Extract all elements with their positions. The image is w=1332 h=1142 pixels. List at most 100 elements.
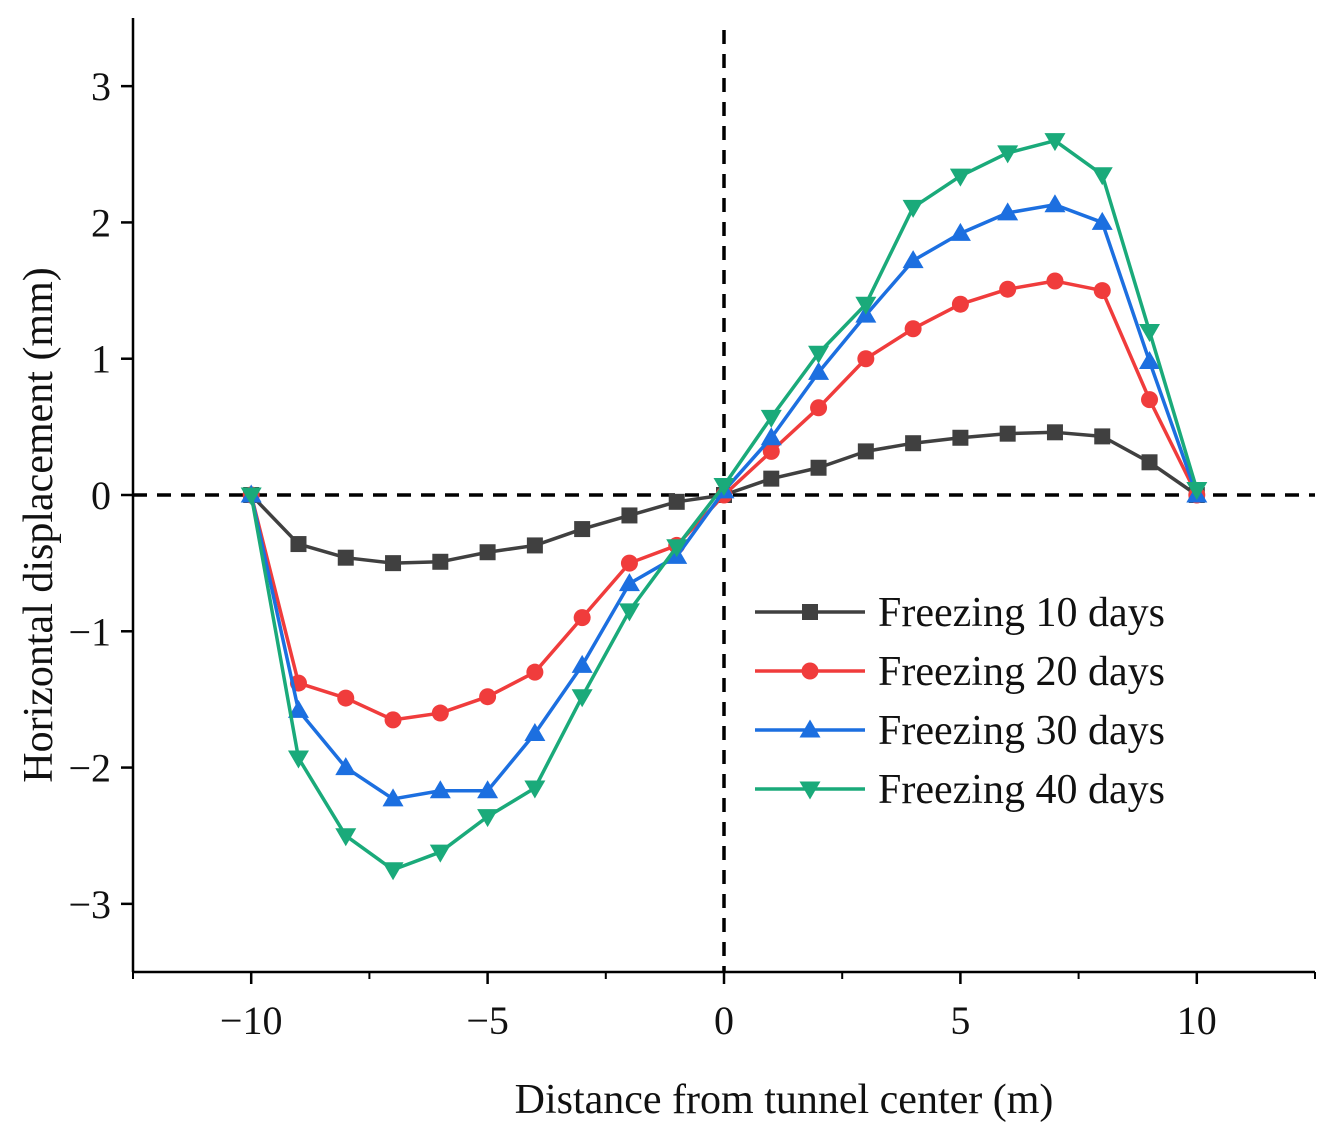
legend-swatch-marker (799, 781, 821, 800)
data-point (1141, 391, 1159, 409)
y-tick-label: −3 (68, 882, 111, 927)
data-point (287, 699, 309, 718)
data-point (618, 573, 640, 592)
x-tick-label: 10 (1177, 998, 1217, 1043)
y-tick-label: 3 (91, 64, 111, 109)
series-group (240, 133, 1208, 881)
data-point (1091, 211, 1113, 230)
data-point (763, 470, 780, 487)
data-point (905, 435, 922, 452)
data-point (762, 442, 780, 460)
data-point (999, 280, 1017, 298)
data-point (526, 663, 544, 681)
data-point (1141, 454, 1158, 471)
y-tick-label: −1 (68, 609, 111, 654)
data-point (431, 704, 449, 722)
legend-swatch-marker (801, 662, 819, 680)
axis-labels: Distance from tunnel center (m) Horizont… (16, 267, 1053, 1123)
legend-item: Freezing 10 days (755, 590, 1165, 636)
data-point (760, 427, 782, 446)
data-point (571, 654, 593, 673)
data-point (524, 723, 546, 741)
data-point (1046, 424, 1063, 441)
data-point (429, 844, 451, 863)
y-tick-label: 0 (91, 473, 111, 518)
legend-label: Freezing 40 days (878, 767, 1165, 813)
data-point (1139, 323, 1161, 342)
reference-lines (133, 30, 1315, 972)
data-point (951, 295, 969, 313)
x-tick-label: −10 (220, 998, 283, 1043)
data-point (1044, 194, 1066, 213)
data-point (240, 487, 262, 506)
legend-swatch-marker (802, 604, 818, 620)
data-point (385, 555, 402, 572)
data-point (810, 399, 828, 417)
data-point (902, 250, 924, 269)
data-point (810, 459, 827, 476)
data-point (571, 689, 593, 708)
data-point (997, 202, 1019, 221)
legend-item: Freezing 20 days (755, 649, 1165, 695)
data-point (384, 711, 402, 729)
y-tick-label: 2 (91, 200, 111, 245)
data-point (620, 554, 638, 572)
data-point (1091, 167, 1113, 186)
data-point (382, 788, 404, 807)
data-point (477, 780, 499, 799)
legend: Freezing 10 days Freezing 20 days Freezing… (755, 590, 1165, 813)
data-point (337, 689, 355, 707)
legend-item: Freezing 30 days (755, 708, 1165, 754)
x-tick-label: 5 (950, 998, 970, 1043)
x-tick-label: −5 (466, 998, 509, 1043)
data-point (857, 350, 875, 368)
data-point (949, 168, 971, 187)
y-tick-label: −2 (68, 746, 111, 791)
data-point (1094, 428, 1111, 445)
data-point (666, 539, 688, 558)
data-point (526, 537, 543, 554)
data-point (477, 809, 499, 828)
data-point (524, 780, 546, 799)
series-4 (240, 133, 1208, 881)
data-point (855, 296, 877, 315)
data-point (618, 603, 640, 622)
data-point (808, 345, 830, 364)
data-point (479, 688, 497, 706)
legend-label: Freezing 20 days (878, 649, 1165, 695)
data-point (1186, 482, 1208, 501)
data-point (621, 507, 638, 524)
data-point (382, 862, 404, 881)
data-point (432, 553, 449, 570)
y-tick-label: 1 (91, 337, 111, 382)
data-point (429, 780, 451, 799)
x-axis-title: Distance from tunnel center (m) (515, 1077, 1054, 1123)
data-point (904, 320, 922, 338)
legend-label: Freezing 30 days (878, 708, 1165, 754)
data-point (668, 493, 685, 510)
data-point (713, 477, 735, 496)
data-point (335, 757, 357, 776)
data-point (857, 443, 874, 460)
data-point (287, 750, 309, 769)
data-point (949, 222, 971, 241)
legend-swatch-marker (799, 719, 821, 738)
y-axis-title: Horizontal displacement (mm) (16, 267, 62, 783)
legend-label: Freezing 10 days (878, 590, 1165, 636)
data-point (290, 536, 307, 553)
x-tick-label: 0 (714, 998, 734, 1043)
data-point (952, 429, 969, 446)
data-point (337, 549, 354, 566)
data-point (760, 409, 782, 428)
data-point (997, 145, 1019, 164)
data-point (1139, 350, 1161, 369)
data-point (573, 609, 591, 627)
data-point (999, 425, 1016, 442)
data-point (902, 199, 924, 218)
data-point (808, 361, 830, 380)
legend-item: Freezing 40 days (755, 767, 1165, 813)
data-point (574, 521, 591, 538)
